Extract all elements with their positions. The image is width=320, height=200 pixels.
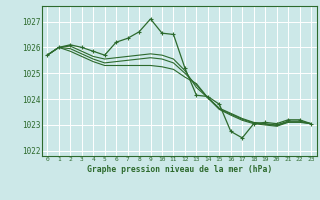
X-axis label: Graphe pression niveau de la mer (hPa): Graphe pression niveau de la mer (hPa)	[87, 165, 272, 174]
